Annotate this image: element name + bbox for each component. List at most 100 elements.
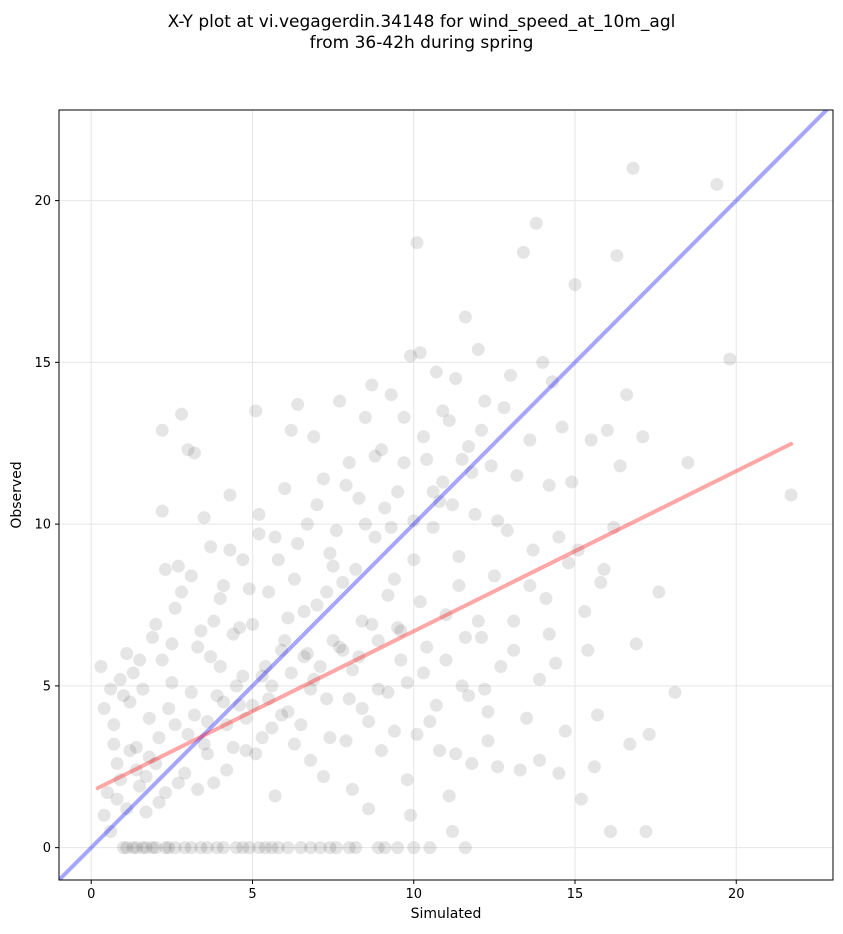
- data-point: [297, 604, 311, 618]
- data-point: [97, 808, 111, 822]
- data-point: [129, 763, 143, 777]
- data-point: [197, 511, 211, 525]
- data-point: [562, 556, 576, 570]
- data-point: [552, 530, 566, 544]
- data-point: [142, 750, 156, 764]
- data-point: [600, 423, 614, 437]
- data-point: [278, 482, 292, 496]
- data-point: [349, 841, 363, 855]
- data-point: [113, 773, 127, 787]
- data-point: [481, 734, 495, 748]
- data-point: [523, 433, 537, 447]
- data-point: [110, 792, 124, 806]
- data-point: [146, 630, 160, 644]
- data-point: [210, 841, 224, 855]
- data-point: [784, 488, 798, 502]
- data-point: [107, 737, 121, 751]
- y-tick-label: 10: [34, 518, 51, 533]
- data-point: [233, 621, 247, 635]
- data-point: [478, 394, 492, 408]
- data-point: [258, 841, 272, 855]
- data-point: [620, 388, 634, 402]
- data-point: [681, 456, 695, 470]
- data-point: [265, 841, 279, 855]
- data-point: [591, 708, 605, 722]
- data-point: [329, 841, 343, 855]
- data-point: [275, 708, 289, 722]
- data-point: [407, 553, 421, 567]
- data-point: [249, 747, 263, 761]
- data-point: [471, 342, 485, 356]
- data-point: [339, 734, 353, 748]
- data-point: [639, 824, 653, 838]
- identity-line: [59, 110, 830, 880]
- data-point: [242, 582, 256, 596]
- data-point: [294, 841, 308, 855]
- data-point: [187, 446, 201, 460]
- data-point: [549, 656, 563, 670]
- data-point: [291, 397, 305, 411]
- data-point: [236, 553, 250, 567]
- data-point: [636, 430, 650, 444]
- data-point: [155, 423, 169, 437]
- data-point: [342, 456, 356, 470]
- data-point: [539, 592, 553, 606]
- chart-title-line1: X-Y plot at vi.vegagerdin.34148 for wind…: [167, 12, 676, 32]
- data-point: [420, 452, 434, 466]
- data-point: [478, 682, 492, 696]
- data-point: [171, 559, 185, 573]
- data-point: [416, 430, 430, 444]
- data-point: [342, 841, 356, 855]
- data-point: [271, 841, 285, 855]
- data-point: [117, 841, 130, 855]
- data-point: [104, 682, 118, 696]
- data-point: [516, 245, 530, 259]
- x-tick-label: 15: [567, 887, 584, 902]
- data-point: [123, 744, 137, 758]
- data-point: [416, 666, 430, 680]
- data-point: [594, 575, 608, 589]
- axis-ticks: 0 5 10 15 20 0 5 10 15 20: [34, 194, 744, 902]
- data-point: [265, 721, 279, 735]
- data-point: [155, 653, 169, 667]
- data-point: [133, 779, 147, 793]
- data-point: [504, 368, 517, 382]
- data-point: [168, 841, 182, 855]
- data-point: [433, 744, 447, 758]
- data-point: [371, 841, 385, 855]
- data-point: [178, 766, 192, 780]
- data-points: [94, 161, 798, 855]
- data-point: [710, 177, 724, 191]
- data-point: [384, 388, 398, 402]
- x-tick-label: 20: [728, 887, 745, 902]
- data-point: [304, 841, 318, 855]
- data-point: [494, 659, 508, 673]
- data-point: [239, 711, 253, 725]
- data-point: [213, 659, 227, 673]
- data-point: [336, 643, 350, 657]
- data-point: [316, 769, 330, 783]
- data-point: [581, 643, 595, 657]
- data-point: [265, 679, 279, 693]
- y-axis-label: Observed: [9, 461, 25, 529]
- data-point: [281, 611, 295, 625]
- data-point: [429, 698, 443, 712]
- data-point: [252, 507, 266, 521]
- data-point: [297, 650, 311, 664]
- data-point: [452, 579, 466, 593]
- data-point: [304, 753, 318, 767]
- data-point: [178, 841, 192, 855]
- data-point: [200, 714, 214, 728]
- data-point: [213, 592, 227, 606]
- data-point: [252, 841, 266, 855]
- data-point: [584, 433, 598, 447]
- data-point: [158, 841, 172, 855]
- data-point: [355, 614, 369, 628]
- data-point: [120, 841, 134, 855]
- data-point: [523, 579, 537, 593]
- data-point: [165, 637, 179, 651]
- data-point: [423, 714, 437, 728]
- data-point: [194, 624, 208, 638]
- data-point: [420, 640, 434, 654]
- data-point: [229, 679, 243, 693]
